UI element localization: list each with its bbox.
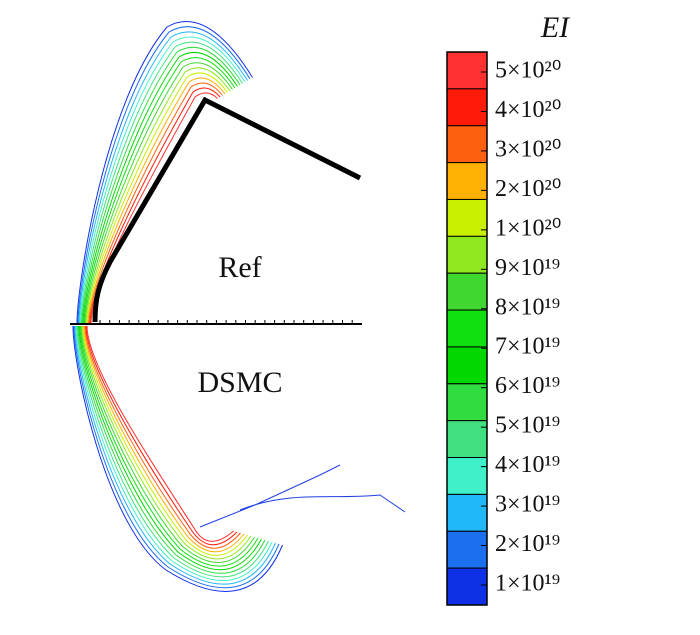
contour-lines: [72, 21, 283, 592]
contour-line: [79, 325, 259, 567]
contour-line: [78, 31, 248, 325]
colorbar-segment: [446, 309, 488, 348]
colorbar-segment: [446, 530, 488, 569]
colorbar-tick-label: 6×10¹⁹: [495, 373, 560, 399]
colorbar-segment: [446, 235, 488, 274]
colorbar-tick-label: 5×10²⁰: [495, 58, 561, 84]
colorbar-frame: [446, 51, 488, 606]
colorbar: 5×10²⁰ 4×10²⁰ 3×10²⁰ 2×10²⁰ 1×10²⁰ 9×10¹⁹ 8×10…: [446, 51, 561, 606]
contour-line: [80, 41, 243, 325]
colorbar-segment: [446, 383, 488, 422]
contour-line: [80, 325, 255, 563]
contour-line: [83, 57, 236, 325]
contour-line: [75, 325, 273, 582]
axis-ticks: [99, 320, 353, 324]
colorbar-segment: [446, 162, 488, 200]
contour-line: [76, 21, 253, 325]
colorbar-tick-label: 3×10¹⁹: [495, 492, 560, 518]
contour-line: [81, 46, 241, 325]
colorbar-segment: [446, 51, 488, 90]
contour-line: [85, 67, 231, 325]
annotation: DSMC: [197, 366, 282, 399]
colorbar-tick-label: 3×10²⁰: [495, 136, 561, 162]
colorbar-tick-label: 1×10²⁰: [495, 215, 561, 241]
contour-line: [84, 62, 233, 325]
contour-line: [88, 82, 223, 325]
contour-line: [84, 325, 241, 549]
contour-line: [76, 325, 269, 578]
contour-line: [86, 325, 234, 542]
colorbar-tick-label: 4×10²⁰: [495, 97, 561, 123]
colorbar-segment: [446, 198, 488, 237]
contour-line: [78, 325, 262, 571]
colorbar-tick-label: 4×10¹⁹: [495, 452, 560, 478]
colorbar-tick-label: 1×10¹⁹: [495, 571, 560, 597]
contour-line: [74, 325, 276, 585]
colorbar-segment: [446, 493, 488, 532]
contour-line: [83, 325, 245, 553]
colorbar-segment: [446, 125, 488, 164]
contour-line: [90, 92, 218, 325]
colorbar-segment: [446, 272, 488, 311]
contour-line: [77, 26, 251, 325]
wake-contour: [199, 464, 406, 528]
colorbar-segment: [446, 567, 488, 606]
contour-line: [72, 325, 283, 592]
colorbar-tick-label: 9×10¹⁹: [495, 255, 560, 281]
colorbar-segment: [446, 88, 488, 127]
colorbar-segment: [446, 420, 488, 459]
colorbar-tick-label: 8×10¹⁹: [495, 294, 560, 320]
body-surface: [92, 96, 362, 323]
contour-line: [82, 325, 248, 556]
contour-line: [86, 72, 228, 325]
contour-line: [87, 77, 226, 325]
colorbar-title: EI: [540, 11, 571, 44]
contour-line: [82, 52, 238, 325]
contour-line: [73, 325, 280, 589]
colorbar-tick-label: 2×10¹⁹: [495, 531, 560, 557]
colorbar-tick-label: 7×10¹⁹: [495, 334, 560, 360]
contour-line: [77, 325, 266, 574]
annotation: Ref: [218, 251, 261, 284]
colorbar-tick-label: 2×10²⁰: [495, 176, 561, 202]
colorbar-segment: [446, 346, 488, 385]
contour-line: [85, 325, 238, 546]
colorbar-segment: [446, 457, 488, 495]
colorbar-tick-label: 5×10¹⁹: [495, 413, 560, 439]
contour-line: [79, 36, 246, 325]
contour-line: [81, 325, 252, 560]
